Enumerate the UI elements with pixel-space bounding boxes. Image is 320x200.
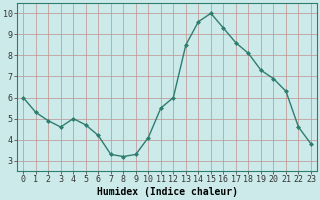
X-axis label: Humidex (Indice chaleur): Humidex (Indice chaleur) <box>97 187 237 197</box>
